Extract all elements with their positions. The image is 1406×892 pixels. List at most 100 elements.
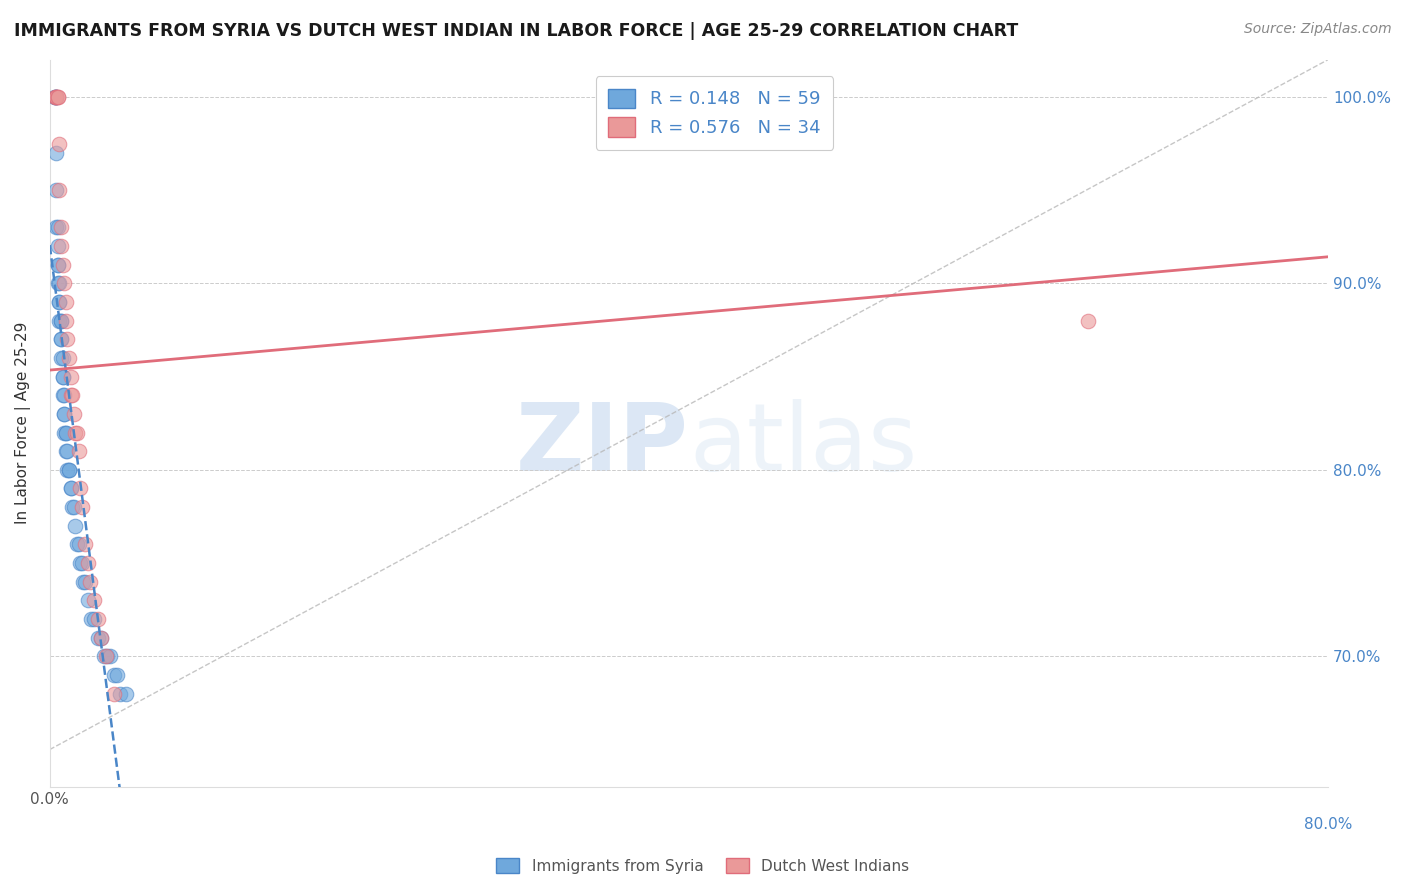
- Point: [51, 351, 73, 365]
- Point: [108, 687, 131, 701]
- Point: [73, 537, 96, 551]
- Text: 80.0%: 80.0%: [1303, 817, 1353, 832]
- Point: [46, 220, 69, 235]
- Legend: R = 0.148   N = 59, R = 0.576   N = 34: R = 0.148 N = 59, R = 0.576 N = 34: [596, 76, 834, 150]
- Point: [96, 649, 118, 664]
- Point: [62, 500, 84, 515]
- Point: [77, 593, 100, 607]
- Point: [45, 90, 67, 104]
- Point: [662, 90, 685, 104]
- Point: [59, 482, 82, 496]
- Point: [66, 537, 89, 551]
- Point: [115, 687, 138, 701]
- Point: [45, 90, 67, 104]
- Point: [48, 313, 70, 327]
- Point: [51, 258, 73, 272]
- Point: [45, 183, 67, 197]
- Point: [58, 463, 80, 477]
- Point: [45, 90, 67, 104]
- Point: [58, 463, 80, 477]
- Point: [94, 649, 117, 664]
- Point: [55, 444, 77, 458]
- Point: [1077, 313, 1099, 327]
- Text: ZIP: ZIP: [516, 399, 689, 491]
- Point: [46, 239, 69, 253]
- Point: [83, 593, 105, 607]
- Point: [100, 649, 122, 664]
- Point: [46, 277, 69, 291]
- Point: [55, 313, 77, 327]
- Point: [53, 425, 76, 440]
- Point: [67, 444, 90, 458]
- Point: [83, 612, 105, 626]
- Point: [56, 444, 79, 458]
- Point: [48, 295, 70, 310]
- Point: [55, 425, 77, 440]
- Point: [53, 388, 76, 402]
- Point: [55, 295, 77, 310]
- Point: [86, 631, 108, 645]
- Point: [65, 425, 87, 440]
- Point: [51, 388, 73, 402]
- Point: [56, 332, 79, 346]
- Point: [105, 668, 128, 682]
- Point: [56, 463, 79, 477]
- Point: [49, 332, 72, 346]
- Point: [58, 351, 80, 365]
- Point: [49, 313, 72, 327]
- Point: [49, 239, 72, 253]
- Point: [48, 183, 70, 197]
- Point: [59, 369, 82, 384]
- Point: [48, 277, 70, 291]
- Point: [44, 90, 66, 104]
- Point: [62, 407, 84, 421]
- Point: [49, 313, 72, 327]
- Point: [45, 220, 67, 235]
- Point: [46, 258, 69, 272]
- Point: [45, 145, 67, 160]
- Point: [66, 425, 89, 440]
- Point: [59, 482, 82, 496]
- Point: [51, 369, 73, 384]
- Point: [69, 482, 91, 496]
- Point: [67, 537, 90, 551]
- Point: [72, 574, 94, 589]
- Point: [103, 687, 125, 701]
- Text: IMMIGRANTS FROM SYRIA VS DUTCH WEST INDIAN IN LABOR FORCE | AGE 25-29 CORRELATIO: IMMIGRANTS FROM SYRIA VS DUTCH WEST INDI…: [14, 22, 1018, 40]
- Point: [90, 631, 112, 645]
- Point: [49, 332, 72, 346]
- Text: atlas: atlas: [689, 399, 917, 491]
- Point: [53, 407, 76, 421]
- Point: [65, 518, 87, 533]
- Text: Source: ZipAtlas.com: Source: ZipAtlas.com: [1244, 22, 1392, 37]
- Point: [53, 407, 76, 421]
- Point: [103, 668, 125, 682]
- Point: [90, 631, 112, 645]
- Point: [49, 351, 72, 365]
- Point: [60, 500, 83, 515]
- Legend: Immigrants from Syria, Dutch West Indians: Immigrants from Syria, Dutch West Indian…: [491, 852, 915, 880]
- Point: [55, 425, 77, 440]
- Point: [70, 500, 93, 515]
- Point: [93, 649, 115, 664]
- Point: [46, 90, 69, 104]
- Point: [86, 612, 108, 626]
- Point: [46, 258, 69, 272]
- Point: [53, 277, 76, 291]
- Point: [59, 388, 82, 402]
- Point: [70, 556, 93, 570]
- Point: [48, 295, 70, 310]
- Point: [69, 556, 91, 570]
- Point: [60, 388, 83, 402]
- Point: [79, 574, 101, 589]
- Point: [80, 612, 103, 626]
- Point: [45, 90, 67, 104]
- Point: [73, 574, 96, 589]
- Point: [44, 90, 66, 104]
- Point: [51, 369, 73, 384]
- Point: [77, 556, 100, 570]
- Point: [44, 90, 66, 104]
- Point: [49, 220, 72, 235]
- Point: [48, 136, 70, 151]
- Y-axis label: In Labor Force | Age 25-29: In Labor Force | Age 25-29: [15, 322, 31, 524]
